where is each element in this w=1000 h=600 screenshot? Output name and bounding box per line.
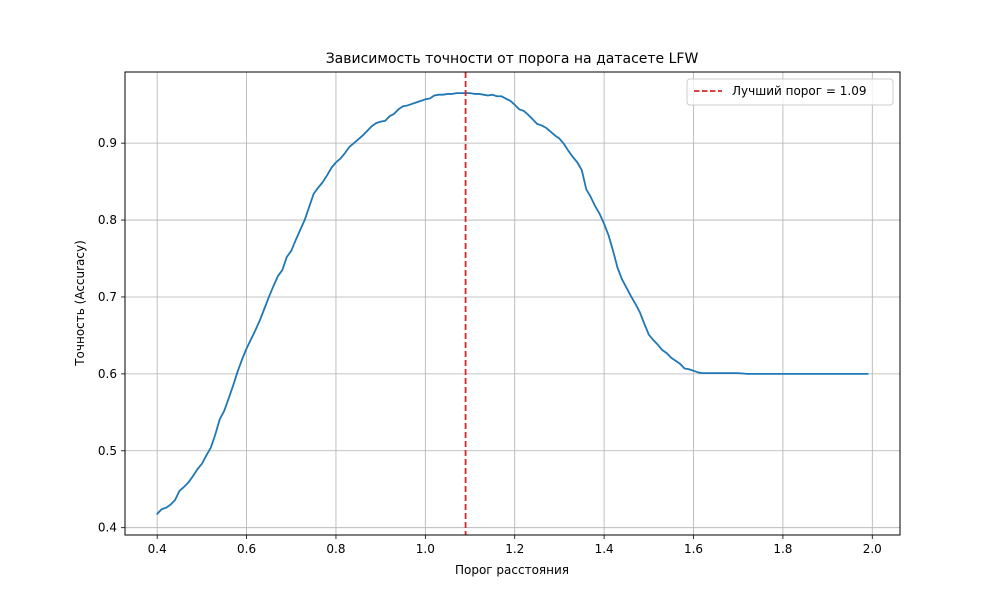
x-tick-label: 0.6 (237, 542, 256, 556)
x-tick-label: 1.8 (773, 542, 792, 556)
plot-area (125, 72, 900, 535)
y-tick-label: 0.4 (98, 521, 117, 535)
x-tick-label: 0.8 (326, 542, 345, 556)
x-tick-label: 1.2 (505, 542, 524, 556)
series-layer (156, 92, 869, 515)
y-tick-label: 0.9 (98, 136, 117, 150)
x-tick-label: 1.4 (595, 542, 614, 556)
accuracy-series-line (156, 92, 869, 515)
legend: Лучший порог = 1.09 (686, 78, 894, 106)
x-tick-label: 1.6 (684, 542, 703, 556)
y-tick-label: 0.8 (98, 213, 117, 227)
legend-label: Лучший порог = 1.09 (732, 84, 866, 98)
x-tick-label: 2.0 (863, 542, 882, 556)
y-tick-label: 0.6 (98, 367, 117, 381)
chart-title: Зависимость точности от порога на датасе… (326, 51, 699, 67)
axes: 0.4 0.6 0.8 1.0 1.2 1.4 1.6 1.8 2.0 0.4 0.5 0.6 0.7 0… (98, 136, 882, 556)
x-tick-label: 1.0 (416, 542, 435, 556)
x-axis-label: Порог расстояния (455, 563, 569, 577)
legend-box (686, 78, 894, 106)
y-tick-label: 0.7 (98, 290, 117, 304)
grid (125, 72, 900, 535)
y-axis-label: Точность (Accuracy) (73, 240, 87, 367)
plot-frame (124, 71, 901, 536)
y-tick-label: 0.5 (98, 444, 117, 458)
x-tick-label: 0.4 (148, 542, 167, 556)
